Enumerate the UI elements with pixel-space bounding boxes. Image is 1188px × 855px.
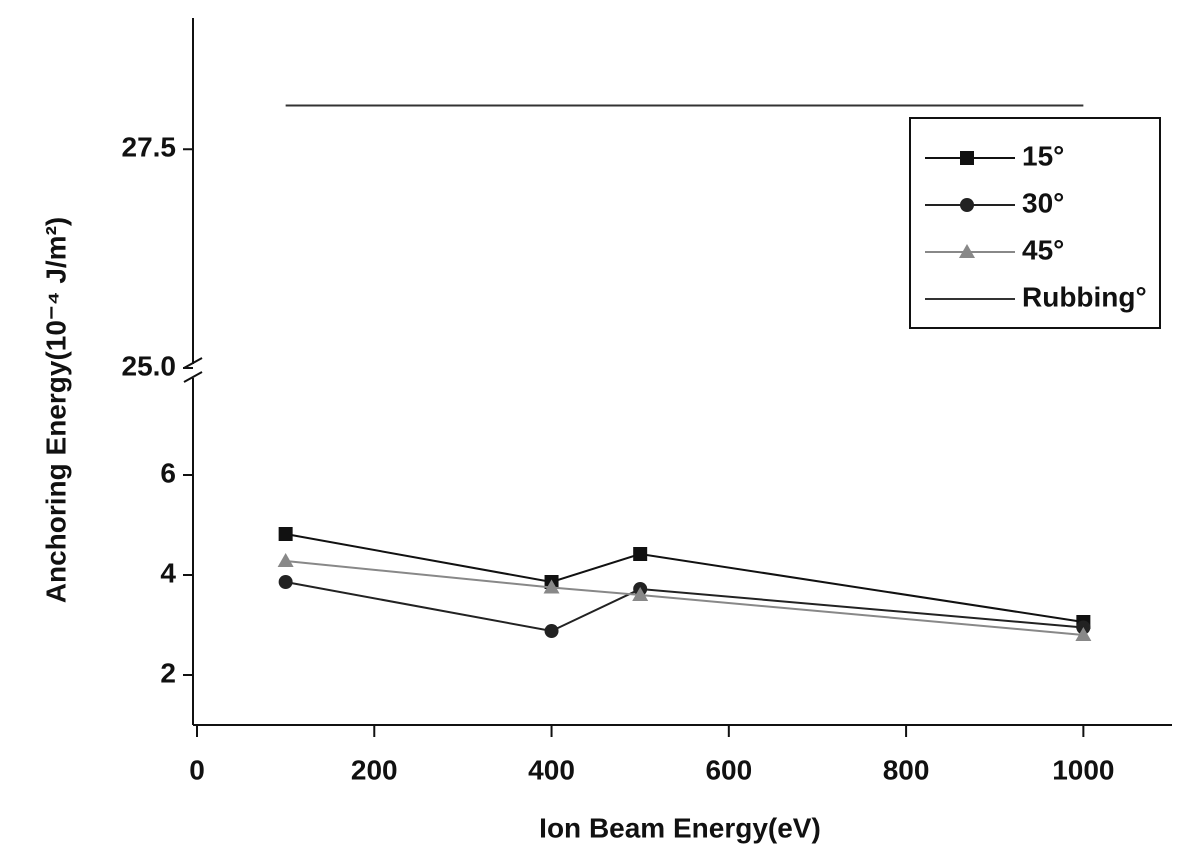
y-tick-label: 27.5 [122, 132, 177, 163]
marker [544, 624, 559, 638]
series-line [285, 560, 1084, 636]
x-tick-label: 200 [351, 754, 398, 785]
legend-label: 30° [1022, 187, 1064, 218]
legend-marker [959, 244, 975, 258]
y-tick-label: 2 [160, 657, 176, 688]
x-tick-label: 400 [528, 754, 575, 785]
y-axis-label: Anchoring Energy(10⁻⁴ J/m²) [40, 217, 71, 603]
x-tick-label: 800 [883, 754, 930, 785]
series-line [285, 533, 1084, 623]
axis-break [183, 357, 203, 369]
y-tick-label: 6 [160, 457, 176, 488]
marker [277, 553, 294, 567]
legend-label: Rubbing° [1022, 281, 1147, 312]
marker [1075, 627, 1092, 641]
x-axis-label: Ion Beam Energy(eV) [539, 812, 821, 843]
x-tick-label: 0 [189, 754, 205, 785]
axis-break [183, 371, 203, 383]
marker [543, 579, 560, 594]
series-line [285, 581, 1084, 633]
legend-label: 45° [1022, 234, 1064, 265]
marker [632, 587, 649, 601]
legend-label: 15° [1022, 140, 1064, 171]
legend-marker [960, 198, 974, 212]
x-tick-label: 1000 [1052, 754, 1114, 785]
marker [278, 527, 293, 541]
x-tick-label: 600 [705, 754, 752, 785]
y-tick-label: 25.0 [122, 350, 177, 381]
legend-box [909, 117, 1161, 329]
y-tick-label: 4 [160, 557, 176, 588]
marker [278, 575, 293, 589]
legend-marker [960, 151, 974, 165]
marker [633, 547, 648, 561]
